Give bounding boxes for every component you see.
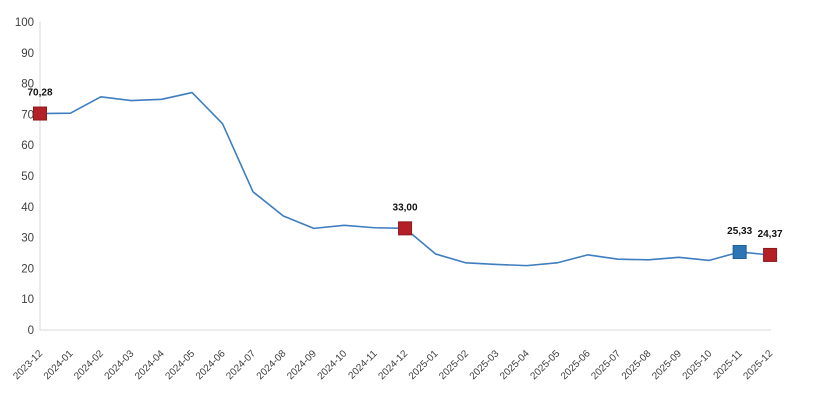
x-tick-label-2025-08: 2025-08 xyxy=(620,348,654,382)
x-tick-label-2024-11: 2024-11 xyxy=(347,348,381,382)
data-label-2025-11: 25,33 xyxy=(727,226,752,237)
data-label-2023-12: 70,28 xyxy=(27,88,52,99)
x-tick-label-2024-06: 2024-06 xyxy=(194,348,228,382)
x-tick-label-2024-08: 2024-08 xyxy=(255,348,289,382)
y-tick-label-90: 90 xyxy=(21,48,34,60)
y-tick-label-0: 0 xyxy=(28,325,34,337)
x-tick-label-2023-12: 2023-12 xyxy=(11,348,45,382)
marker-2023-12[interactable] xyxy=(33,106,47,121)
x-tick-label-2025-12: 2025-12 xyxy=(741,348,775,382)
y-tick-label-20: 20 xyxy=(21,263,34,275)
series-line xyxy=(39,91,771,267)
x-tick-label-2025-04: 2025-04 xyxy=(498,348,532,382)
x-tick-label-2024-01: 2024-01 xyxy=(42,348,76,382)
x-tick-label-2024-05: 2024-05 xyxy=(163,348,197,382)
y-tick-label-30: 30 xyxy=(21,233,34,245)
x-tick-label-2024-04: 2024-04 xyxy=(133,348,167,382)
x-tick-label-2024-12: 2024-12 xyxy=(376,348,410,382)
x-tick-label-2025-02: 2025-02 xyxy=(437,348,471,382)
x-tick-label-2025-03: 2025-03 xyxy=(468,348,502,382)
marker-2025-11[interactable] xyxy=(732,244,747,259)
marker-2024-12[interactable] xyxy=(398,221,413,236)
x-tick-label-2025-05: 2025-05 xyxy=(529,348,563,382)
x-tick-label-2025-09: 2025-09 xyxy=(650,348,684,382)
marker-2025-12[interactable] xyxy=(763,247,778,262)
x-tick-label-2024-02: 2024-02 xyxy=(72,348,106,382)
x-tick-label-2025-10: 2025-10 xyxy=(681,348,715,382)
x-tick-label-2025-11: 2025-11 xyxy=(712,348,746,382)
data-label-2025-12: 24,37 xyxy=(758,229,783,240)
x-tick-label-2024-03: 2024-03 xyxy=(103,348,137,382)
y-tick-label-40: 40 xyxy=(21,202,34,214)
y-tick-label-100: 100 xyxy=(15,17,34,29)
data-label-2024-12: 33,00 xyxy=(393,202,418,213)
x-tick-label-2025-07: 2025-07 xyxy=(589,348,623,382)
y-tick-label-10: 10 xyxy=(21,294,34,306)
x-tick-label-2024-10: 2024-10 xyxy=(316,348,350,382)
x-tick-label-2025-06: 2025-06 xyxy=(559,348,593,382)
y-tick-label-60: 60 xyxy=(21,140,34,152)
x-tick-label-2025-01: 2025-01 xyxy=(407,348,441,382)
y-tick-label-50: 50 xyxy=(21,171,34,183)
x-tick-label-2024-09: 2024-09 xyxy=(285,348,319,382)
y-tick-label-80: 80 xyxy=(21,79,34,91)
x-tick-label-2024-07: 2024-07 xyxy=(224,348,258,382)
y-tick-label-70: 70 xyxy=(21,109,34,121)
